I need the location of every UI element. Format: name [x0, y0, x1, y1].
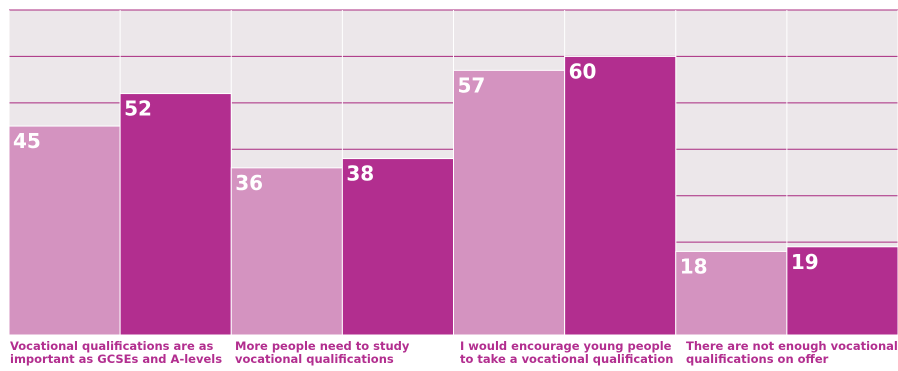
bar-1-series-1	[8, 125, 121, 336]
value-label-3-series-1: 57	[458, 73, 486, 97]
bar-3-series-2	[564, 55, 677, 336]
category-label-3-line-2: to take a vocational qualification	[460, 352, 674, 366]
value-label-1-series-1: 45	[13, 129, 41, 153]
value-labels: 45 52 36 38 57 60 18 19	[13, 59, 819, 278]
category-label-1-line-2: important as GCSEs and A-levels	[10, 352, 223, 366]
category-label-3-line-1: I would encourage young people	[460, 339, 672, 353]
value-label-3-series-2: 60	[569, 59, 597, 83]
value-label-2-series-1: 36	[235, 171, 263, 195]
bar-1-series-2	[119, 93, 232, 336]
bars	[8, 55, 898, 336]
bar-3-series-1	[453, 69, 566, 336]
category-label-4: There are not enough vocational qualific…	[686, 340, 898, 366]
bar-4-series-1	[675, 250, 788, 336]
category-label-2: More people need to study vocational qua…	[235, 340, 455, 366]
bar-2-series-1	[230, 167, 343, 336]
bar-4-series-2	[786, 246, 898, 336]
category-label-2-line-2: vocational qualifications	[235, 352, 394, 366]
bar-2-series-2	[341, 158, 454, 336]
category-label-3: I would encourage young people to take a…	[460, 340, 680, 366]
value-label-4-series-2: 19	[791, 250, 819, 274]
category-label-4-line-1: There are not enough vocational	[686, 339, 898, 353]
value-label-2-series-2: 38	[346, 162, 374, 186]
category-label-2-line-1: More people need to study	[235, 339, 410, 353]
category-label-1: Vocational qualifications are as importa…	[10, 340, 230, 366]
category-label-4-line-2: qualifications on offer	[686, 352, 829, 366]
category-label-1-line-1: Vocational qualifications are as	[10, 339, 214, 353]
value-label-1-series-2: 52	[124, 97, 152, 121]
value-label-4-series-1: 18	[680, 254, 708, 278]
